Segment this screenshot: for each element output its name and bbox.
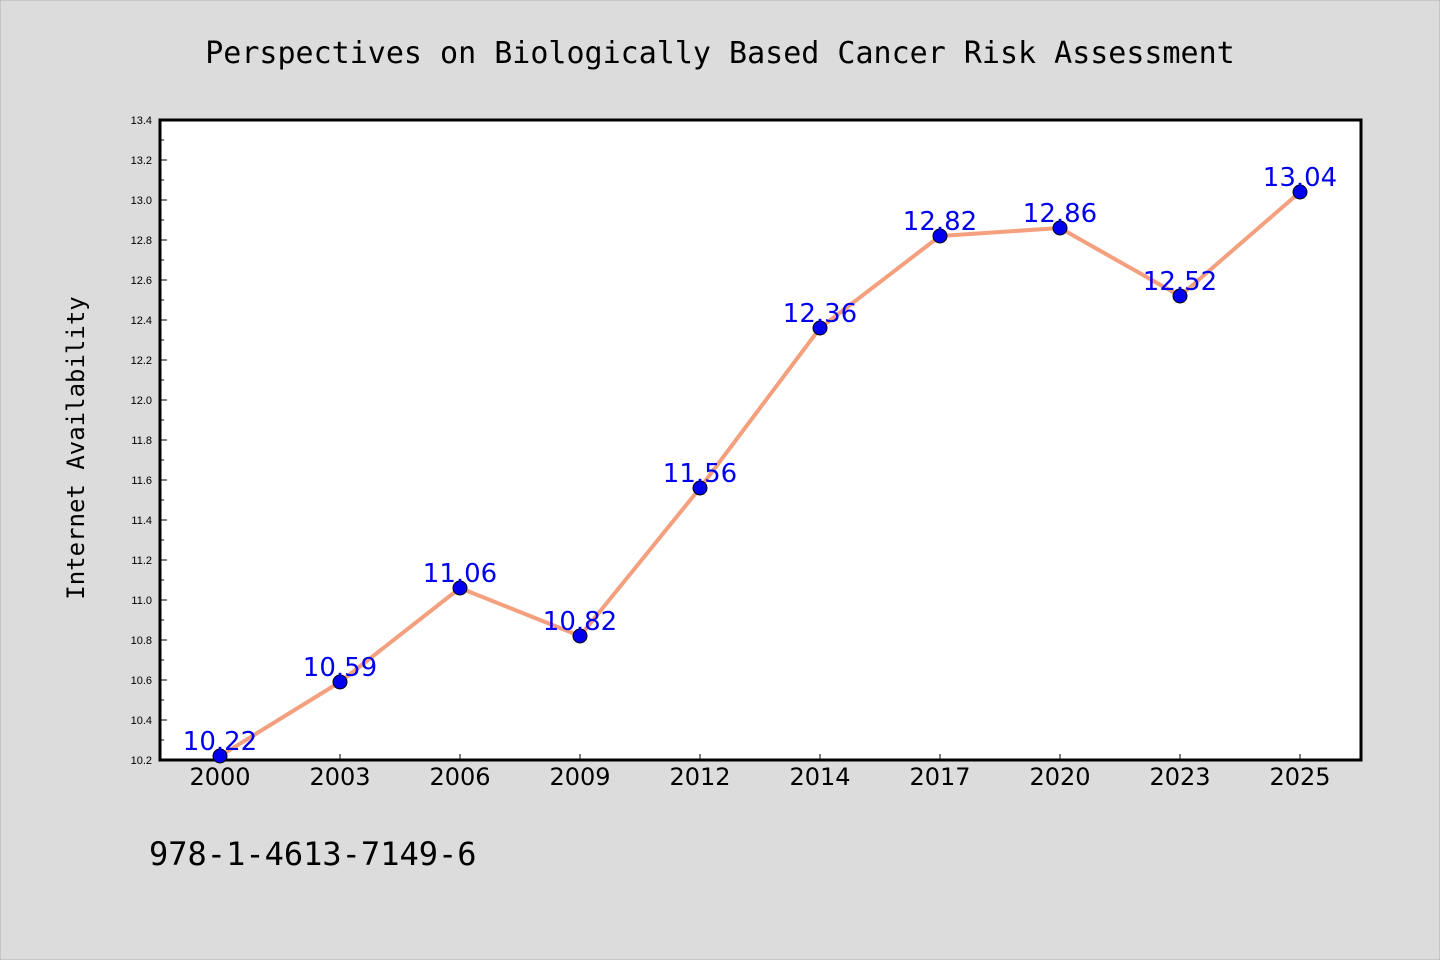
y-tick-label: 10.4	[131, 715, 152, 727]
y-tick-label: 12.4	[131, 315, 152, 327]
data-point	[1292, 184, 1308, 200]
data-label: 13.04	[1263, 163, 1337, 193]
data-label: 12.86	[1023, 199, 1097, 229]
data-point	[932, 228, 948, 244]
isbn-text: 978-1-4613-7149-6	[149, 835, 477, 873]
y-tick-label: 10.6	[131, 675, 152, 687]
data-point	[692, 480, 708, 496]
data-point	[812, 320, 828, 336]
y-tick-label: 11.0	[131, 595, 152, 607]
plot-area	[158, 118, 1363, 762]
y-tick-label: 11.8	[131, 435, 152, 447]
chart-title: Perspectives on Biologically Based Cance…	[205, 36, 1235, 71]
y-tick-label: 10.2	[131, 755, 152, 767]
data-label: 10.22	[183, 727, 257, 757]
x-tick-label: 2023	[1149, 763, 1210, 791]
data-point	[452, 580, 468, 596]
x-tick-label: 2017	[909, 763, 970, 791]
x-tick-label: 2009	[549, 763, 610, 791]
y-tick-label: 11.4	[131, 515, 152, 527]
data-point	[212, 748, 228, 764]
data-labels-layer: 10.22 10.59 11.06 10.82 11.56 12.36 12.82 12.86…	[183, 163, 1337, 757]
data-label: 10.82	[543, 607, 617, 637]
x-tick-label: 2014	[789, 763, 850, 791]
y-tick-label: 12.8	[131, 235, 152, 247]
data-label: 12.52	[1143, 267, 1217, 297]
y-tick-label: 12.2	[131, 355, 152, 367]
x-tick-label: 2025	[1269, 763, 1330, 791]
y-axis-label: Internet Availability	[62, 296, 90, 599]
y-tick-label: 13.4	[131, 115, 152, 127]
y-tick-label: 10.8	[131, 635, 152, 647]
x-tick-label: 2003	[309, 763, 370, 791]
data-label: 12.36	[783, 299, 857, 329]
x-tick-label: 2000	[189, 763, 250, 791]
x-tick-label: 2006	[429, 763, 490, 791]
data-point	[332, 674, 348, 690]
data-label: 10.59	[303, 653, 377, 683]
x-axis: 2000 2003 2006 2009 2012 2014 2017 2020 2023 2025	[189, 754, 1331, 791]
y-tick-label: 12.6	[131, 275, 152, 287]
data-label: 12.82	[903, 207, 977, 237]
series-line	[218, 190, 1302, 758]
data-point	[572, 628, 588, 644]
x-tick-label: 2012	[669, 763, 730, 791]
y-tick-label: 11.6	[131, 475, 152, 487]
y-tick-label: 13.2	[131, 155, 152, 167]
y-tick-label: 11.2	[131, 555, 152, 567]
series-layer	[212, 184, 1308, 764]
x-tick-label: 2020	[1029, 763, 1090, 791]
data-point	[1052, 220, 1068, 236]
y-tick-label: 13.0	[131, 195, 152, 207]
data-label: 11.06	[423, 559, 497, 589]
data-label: 11.56	[663, 459, 737, 489]
y-axis: 10.2 10.4 10.6 10.8 11.0 11.2 11.4 11.6 11.8 12.0…	[131, 115, 167, 767]
data-point	[1172, 288, 1188, 304]
y-tick-label: 12.0	[131, 395, 152, 407]
